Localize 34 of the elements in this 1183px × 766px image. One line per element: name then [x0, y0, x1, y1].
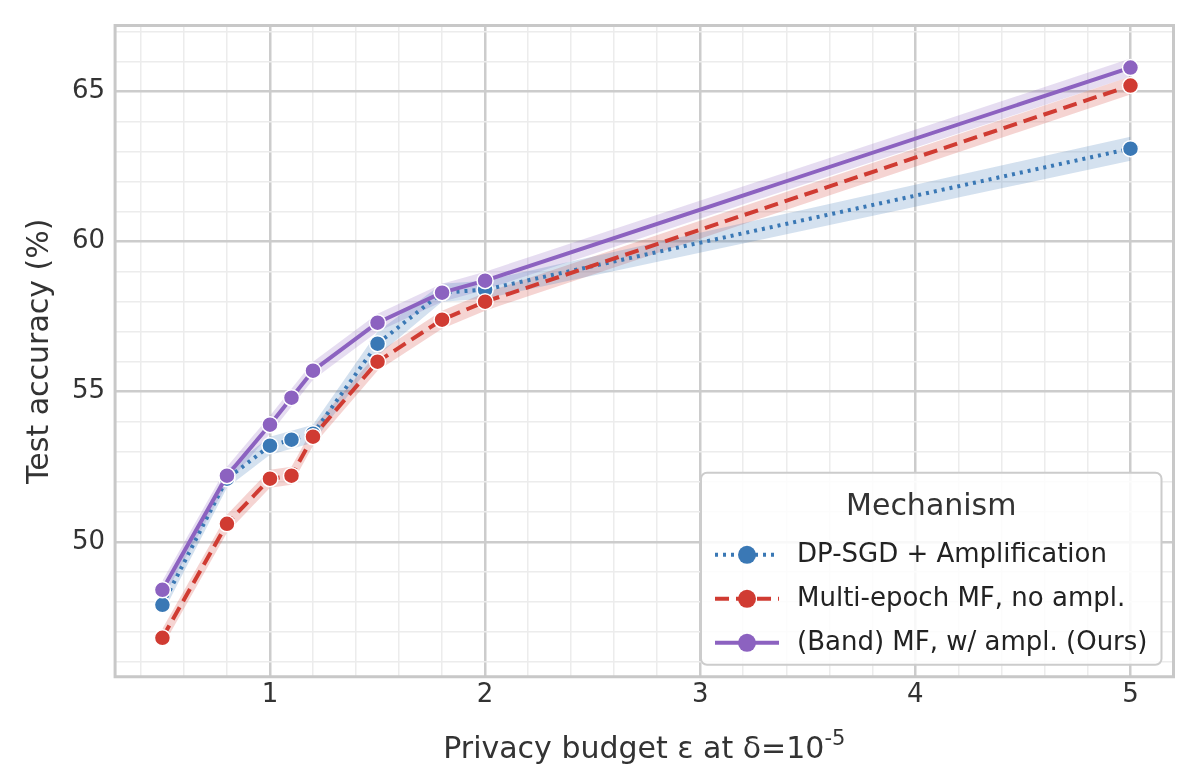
point: [282, 388, 301, 407]
point: [282, 466, 301, 485]
point: [218, 515, 236, 533]
point: [153, 629, 172, 647]
point: [1121, 76, 1140, 95]
x-tick-label: 1: [261, 678, 279, 709]
legend-label: Multi-epoch MF, no ampl.: [797, 581, 1126, 612]
y-tick-label: 65: [71, 74, 106, 105]
point: [476, 292, 494, 311]
point: [368, 313, 387, 332]
point: [433, 310, 451, 329]
point: [282, 430, 301, 449]
legend-title: Mechanism: [846, 486, 1017, 522]
y-tick-label: 60: [71, 224, 106, 255]
legend-label: (Band) MF, w/ ampl. (Ours): [797, 625, 1148, 656]
point: [261, 469, 279, 488]
x-tick-label: 5: [1122, 678, 1139, 709]
x-tick-label: 2: [476, 678, 494, 709]
y-tick-label: 50: [71, 524, 106, 555]
point: [153, 596, 172, 614]
point: [368, 352, 387, 371]
y-tick-label: 55: [71, 374, 106, 405]
point: [261, 415, 279, 434]
point: [1121, 58, 1140, 77]
x-tick-label: 3: [691, 678, 709, 709]
point: [261, 436, 279, 455]
x-tick-label: 4: [907, 678, 924, 709]
point: [304, 361, 322, 380]
point: [368, 334, 387, 353]
point: [153, 581, 172, 599]
y-axis-title: Test accuracy (%): [20, 218, 55, 485]
point: [1121, 139, 1140, 158]
point: [476, 271, 494, 290]
legend-label: DP-SGD + Amplification: [797, 537, 1107, 568]
